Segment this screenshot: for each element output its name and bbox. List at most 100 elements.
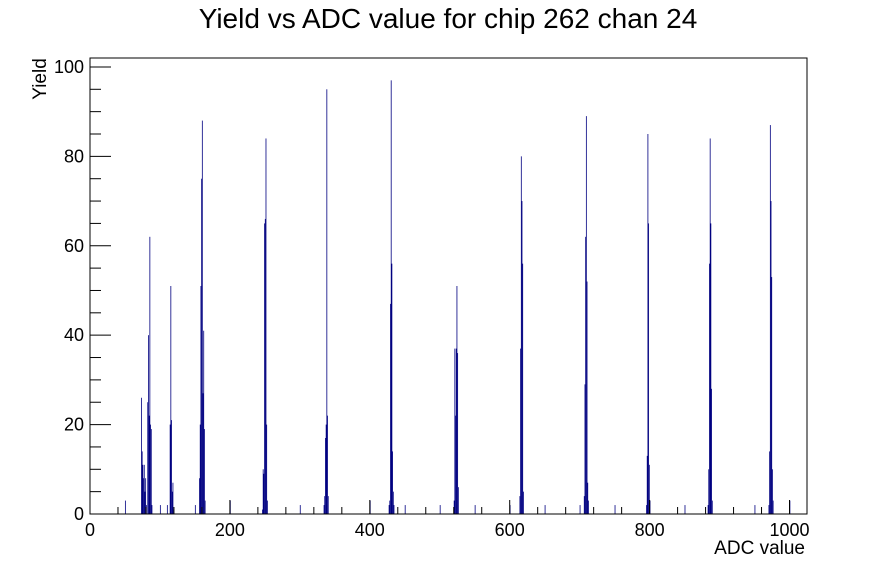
histogram-bar xyxy=(390,80,392,514)
histogram-bar xyxy=(200,286,202,514)
histogram-bar xyxy=(149,236,151,514)
histogram-bar xyxy=(772,500,774,514)
histogram-bar xyxy=(520,156,522,514)
histogram-bar xyxy=(299,505,301,514)
histogram-bar xyxy=(166,505,168,514)
x-tick-label: 1000 xyxy=(769,520,809,540)
histogram-bar xyxy=(769,125,771,514)
histogram-bar xyxy=(392,451,393,514)
histogram-bar xyxy=(262,469,264,514)
histogram-bar xyxy=(684,505,686,514)
histogram-bar xyxy=(327,415,328,514)
histogram-bar xyxy=(772,469,773,514)
y-tick-label: 60 xyxy=(64,236,84,256)
histogram-bar xyxy=(201,178,203,514)
histogram-bar xyxy=(390,303,391,514)
histogram-bar xyxy=(771,277,773,514)
histogram-bar xyxy=(171,420,172,514)
histogram-bar xyxy=(172,482,174,514)
histogram-bar xyxy=(388,505,390,514)
histogram-bar xyxy=(770,201,772,514)
histogram-bar xyxy=(169,424,171,514)
histogram-bar xyxy=(194,505,196,514)
histogram-bar xyxy=(264,223,265,514)
histogram-bar xyxy=(389,500,391,514)
histogram-bar xyxy=(519,496,521,514)
histogram-bar xyxy=(707,505,709,514)
axis-ticks: 0 200 400 600 800 1000 0 20 40 60 80 100 xyxy=(54,57,810,540)
histogram-bar xyxy=(439,505,441,514)
histogram-bar xyxy=(148,335,149,514)
y-axis-label: Yield xyxy=(30,58,51,100)
histogram-bar xyxy=(150,429,152,514)
histogram-bar xyxy=(646,455,648,514)
histogram-bar xyxy=(150,424,151,514)
histogram-bar xyxy=(266,500,268,514)
histogram-bar xyxy=(583,496,585,514)
histogram-bar xyxy=(585,116,587,515)
histogram-bar xyxy=(323,505,325,514)
histogram-bar xyxy=(392,491,394,514)
histogram-bar xyxy=(457,353,459,514)
histogram-bar xyxy=(585,236,587,514)
histogram-bar xyxy=(579,505,581,514)
histogram-bar xyxy=(523,491,524,514)
histogram-bar xyxy=(768,505,770,514)
axes xyxy=(89,57,808,515)
histogram-bar xyxy=(648,464,650,514)
histogram-bar xyxy=(456,286,458,514)
x-tick-label: 800 xyxy=(635,520,665,540)
histogram-bar xyxy=(711,500,713,514)
histogram-bar xyxy=(151,505,153,514)
histogram-bar xyxy=(170,286,172,514)
histogram-bar xyxy=(203,330,205,514)
histogram-bar xyxy=(263,473,265,514)
histogram-bar xyxy=(147,402,149,514)
histogram-bar xyxy=(324,496,326,514)
histogram-bar xyxy=(202,393,204,514)
y-tick-label: 80 xyxy=(64,146,84,166)
histogram-bar xyxy=(159,505,161,514)
histogram-bar xyxy=(404,505,406,514)
histogram-bar xyxy=(204,500,206,514)
histogram-bar xyxy=(647,134,649,514)
histogram-bar xyxy=(708,469,710,514)
histogram-bar xyxy=(145,478,147,514)
histogram-bar xyxy=(141,451,143,514)
histogram-bar xyxy=(264,218,266,514)
histogram-bar xyxy=(454,348,456,514)
histogram-bar xyxy=(709,263,710,514)
histogram-bar xyxy=(393,505,395,514)
histogram-bar xyxy=(391,263,393,514)
histogram-bar xyxy=(199,478,200,514)
x-tick-label: 200 xyxy=(215,520,245,540)
histogram-bar xyxy=(455,348,457,514)
histogram-bar xyxy=(584,384,586,514)
histogram-bar xyxy=(171,491,173,514)
histogram-bar xyxy=(124,500,126,514)
histogram-bar xyxy=(143,478,144,514)
histogram-bar xyxy=(587,482,589,514)
histogram-bar xyxy=(325,424,327,514)
histogram-bar xyxy=(143,464,145,514)
histogram-bar xyxy=(588,500,589,514)
histogram-bar xyxy=(262,509,263,514)
histogram-bar xyxy=(754,505,756,514)
y-tick-label: 20 xyxy=(64,415,84,435)
y-tick-label: 100 xyxy=(54,57,84,77)
x-tick-label: 600 xyxy=(495,520,525,540)
histogram-bar xyxy=(520,348,521,514)
histogram-bar xyxy=(204,429,205,514)
x-tick-label: 0 xyxy=(85,520,95,540)
histogram-bar xyxy=(265,138,267,514)
histogram-bar xyxy=(521,201,523,514)
x-tick-label: 400 xyxy=(355,520,385,540)
histogram-bar xyxy=(325,438,326,514)
y-tick-label: 0 xyxy=(74,504,84,524)
histogram-bar xyxy=(326,89,328,514)
histogram-bar xyxy=(710,223,712,514)
histogram-bar xyxy=(144,491,146,514)
histogram-bar xyxy=(614,505,616,514)
y-tick-label: 40 xyxy=(64,325,84,345)
